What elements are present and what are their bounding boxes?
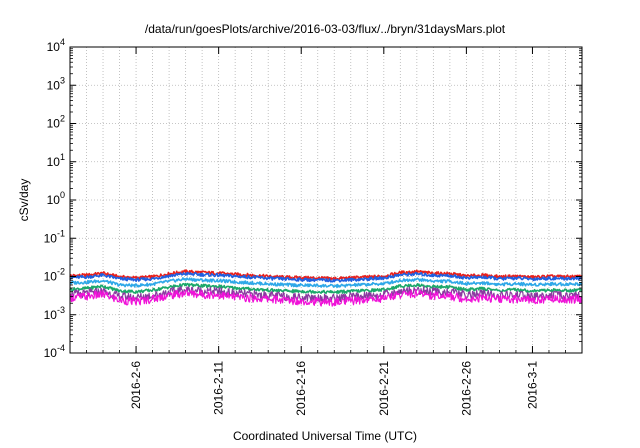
series-line bbox=[69, 271, 583, 283]
y-tick-label: 10-2 bbox=[44, 267, 65, 284]
x-tick-label: 2016-3-1 bbox=[525, 361, 539, 409]
x-tick-label: 2016-2-11 bbox=[212, 361, 226, 415]
grid-lines bbox=[70, 47, 582, 353]
series-line bbox=[69, 269, 583, 281]
y-tick-label: 104 bbox=[47, 37, 65, 54]
y-tick-label: 102 bbox=[47, 114, 65, 131]
y-tick-label: 103 bbox=[47, 75, 65, 92]
series-line bbox=[69, 288, 583, 307]
y-tick-label: 101 bbox=[47, 152, 65, 169]
series-line bbox=[69, 277, 583, 289]
y-axis-label: cSv/day bbox=[17, 179, 31, 222]
y-tick-label: 10-1 bbox=[44, 228, 65, 245]
x-tick-label: 2016-2-16 bbox=[294, 361, 308, 416]
x-tick-label: 2016-2-26 bbox=[459, 361, 473, 416]
axis-ticks: 10-4 10-3 10-2 10-1 100 101 102 103 104 2016-2-6 2… bbox=[44, 37, 582, 416]
y-tick-label: 10-4 bbox=[44, 343, 65, 360]
x-axis-label: Coordinated Universal Time (UTC) bbox=[233, 429, 417, 443]
y-tick-label: 10-3 bbox=[44, 305, 65, 322]
y-tick-label: 100 bbox=[47, 190, 65, 207]
chart-title: /data/run/goesPlots/archive/2016-03-03/f… bbox=[145, 22, 506, 36]
x-tick-label: 2016-2-21 bbox=[377, 361, 391, 416]
series-line bbox=[69, 282, 583, 295]
data-series bbox=[69, 269, 583, 307]
x-tick-label: 2016-2-6 bbox=[129, 361, 143, 409]
